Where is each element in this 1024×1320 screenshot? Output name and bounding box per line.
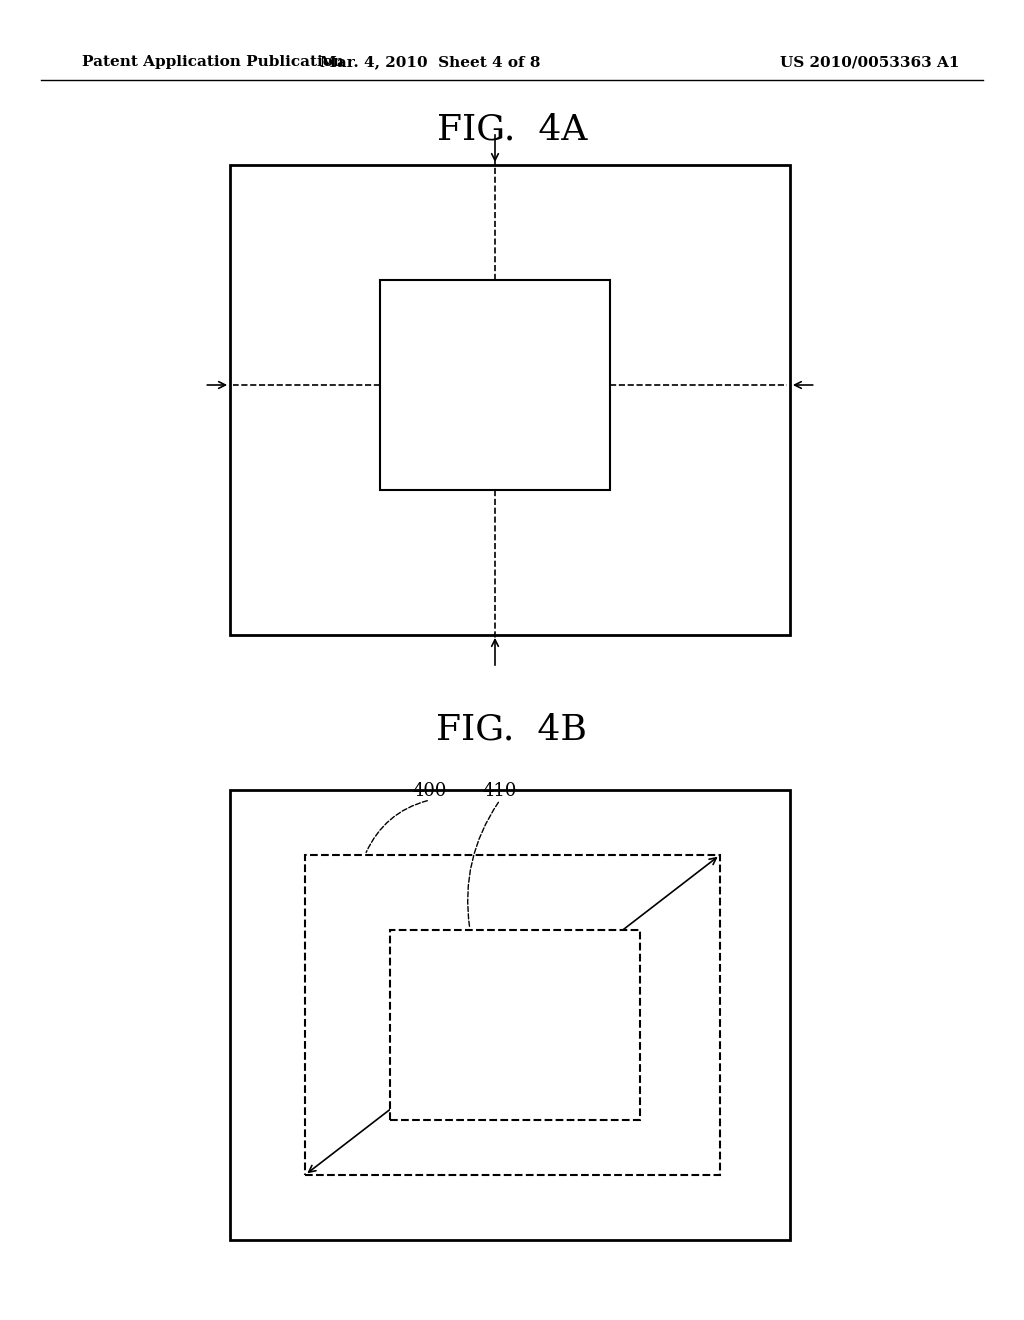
- Bar: [390, 931, 640, 1119]
- Bar: [230, 789, 790, 1239]
- Text: Patent Application Publication: Patent Application Publication: [82, 55, 344, 69]
- Text: 400: 400: [413, 781, 447, 800]
- Bar: [305, 855, 720, 1175]
- Text: 410: 410: [482, 781, 517, 800]
- Text: Mar. 4, 2010  Sheet 4 of 8: Mar. 4, 2010 Sheet 4 of 8: [319, 55, 541, 69]
- Text: FIG.  4B: FIG. 4B: [436, 713, 588, 747]
- Bar: [230, 165, 790, 635]
- Text: US 2010/0053363 A1: US 2010/0053363 A1: [780, 55, 959, 69]
- Text: FIG.  4A: FIG. 4A: [437, 114, 587, 147]
- Bar: [380, 280, 610, 490]
